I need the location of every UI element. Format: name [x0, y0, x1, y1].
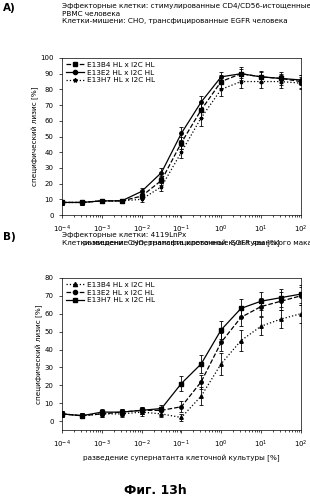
Text: A): A): [3, 3, 16, 13]
Legend: E13B4 HL x I2C HL, E13E2 HL x I2C HL, E13H7 HL x I2C HL: E13B4 HL x I2C HL, E13E2 HL x I2C HL, E1…: [64, 280, 156, 305]
Y-axis label: специфический лизис [%]: специфический лизис [%]: [32, 87, 39, 186]
Text: Эффекторные клетки: 4119LnPx
Клетки-мишени: СНО, трансфицированные EGFR яванског: Эффекторные клетки: 4119LnPx Клетки-мише…: [62, 232, 310, 246]
X-axis label: разведение супернатанта клеточной культуры [%]: разведение супернатанта клеточной культу…: [83, 455, 280, 463]
Y-axis label: специфический лизис [%]: специфический лизис [%]: [36, 304, 43, 404]
Text: Фиг. 13h: Фиг. 13h: [124, 484, 186, 497]
X-axis label: разведение супернатанта клеточной культуры [%]: разведение супернатанта клеточной культу…: [83, 240, 280, 248]
Legend: E13B4 HL x I2C HL, E13E2 HL x I2C HL, E13H7 HL x I2C HL: E13B4 HL x I2C HL, E13E2 HL x I2C HL, E1…: [64, 60, 156, 85]
Text: Эффекторные клетки: стимулированные CD4/CD56-истощенные
РВМС человека
Клетки-миш: Эффекторные клетки: стимулированные CD4/…: [62, 3, 310, 24]
Text: B): B): [3, 232, 16, 242]
